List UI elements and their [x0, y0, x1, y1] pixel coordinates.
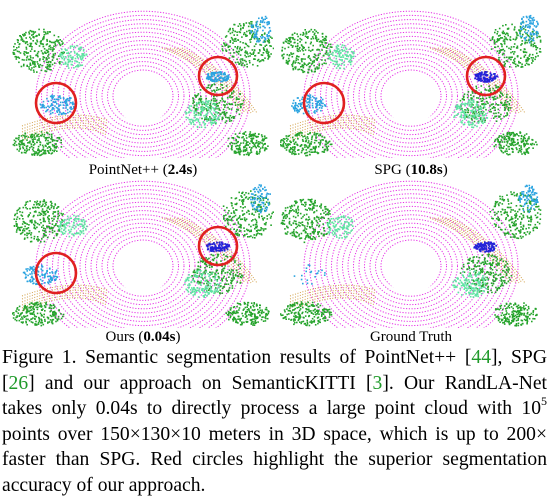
figure-caption: Figure 1. Semantic segmentation results … — [2, 347, 547, 496]
pointnet-panel — [12, 8, 274, 158]
spg-scene — [280, 10, 542, 158]
ours-label: Ours (0.04s) — [105, 329, 181, 345]
ours-scene — [12, 180, 274, 328]
citation-44[interactable]: 44 — [471, 347, 491, 368]
spg-label: SPG (10.8s) — [374, 162, 448, 178]
ground-truth-panel — [280, 178, 542, 328]
citation-26[interactable]: 26 — [8, 372, 29, 394]
spg-panel — [280, 8, 542, 158]
pointnet-label: PointNet++ (2.4s) — [88, 162, 198, 178]
citation-3[interactable]: 3 — [372, 372, 383, 394]
pointnet-scene — [12, 10, 274, 158]
ground-truth-scene — [280, 180, 542, 328]
ours-panel — [12, 178, 274, 328]
ground-truth-label: Ground Truth — [369, 329, 453, 345]
